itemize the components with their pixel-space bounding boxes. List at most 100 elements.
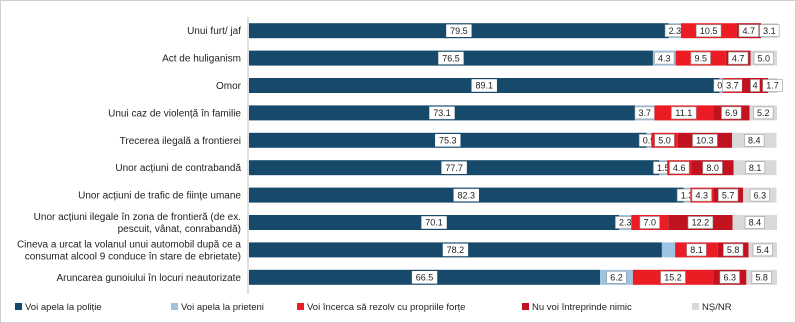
data-label: 12.2 (692, 218, 710, 228)
category-label: Unui furt/ jaf (187, 26, 241, 37)
data-label: 4.6 (673, 163, 686, 173)
legend-swatch (522, 303, 529, 310)
category-label: Omor (216, 81, 242, 92)
bar-segment (661, 242, 676, 258)
data-label-box (691, 188, 712, 202)
data-label-box (654, 134, 675, 147)
data-label: 4.3 (696, 190, 709, 200)
data-label-box (442, 243, 469, 257)
data-label: 1.3 (681, 190, 694, 200)
data-label-box (671, 106, 697, 120)
data-label-box (453, 188, 479, 202)
data-label-box (411, 270, 438, 284)
data-label-box (669, 161, 690, 174)
data-label: 11.1 (675, 108, 692, 118)
data-label: 4.7 (732, 53, 745, 63)
data-label: 0. (717, 81, 725, 91)
data-label: 7.0 (643, 218, 656, 228)
data-label-box (723, 243, 744, 257)
data-label-box (744, 216, 765, 229)
data-label: 78.2 (447, 245, 465, 255)
legend: Voi apela la poliție Voi apela la prieten… (15, 302, 732, 313)
data-label: 1.7 (766, 81, 779, 91)
data-label: 66.5 (416, 273, 434, 283)
data-label: 5.8 (755, 273, 768, 283)
category-label: Cineva a urcat la volanul unui automobil… (17, 239, 241, 250)
category-label: Trecerea ilegală a frontierei (120, 136, 241, 147)
legend-swatch (171, 303, 178, 310)
data-label: 6.3 (754, 190, 767, 200)
data-label: 8.1 (690, 245, 703, 255)
data-label-box (702, 161, 723, 174)
data-label-box (762, 79, 783, 92)
data-label-box (753, 51, 774, 65)
data-label: 2.3 (669, 26, 682, 36)
data-label: 76.5 (442, 53, 460, 63)
legend-swatch (297, 303, 304, 310)
data-label: 6.9 (725, 108, 738, 118)
data-label-box (471, 79, 497, 92)
data-label: 3.7 (638, 108, 651, 118)
data-label-box (738, 24, 759, 38)
data-label: 5.8 (727, 245, 740, 255)
data-label-box (752, 243, 773, 257)
legend-label: NȘ/NR (702, 302, 732, 313)
data-label: 73.1 (433, 108, 451, 118)
data-label-box (718, 188, 739, 202)
legend-label: Nu voi întreprinde nimic (532, 302, 632, 313)
data-label-box (759, 24, 780, 38)
legend-label: Voi încerca să rezolv cu propriile forțe (307, 302, 465, 313)
data-label: 82.3 (458, 190, 476, 200)
data-label-box (660, 270, 686, 284)
data-label: 6.2 (610, 273, 623, 283)
data-label-box (639, 216, 660, 229)
category-label: Aruncarea gunoiului în locuri neautoriza… (56, 273, 241, 284)
data-label-box (753, 106, 774, 120)
data-label-box (686, 243, 707, 257)
data-label: 8.4 (748, 136, 761, 146)
data-label-box (749, 188, 770, 202)
data-label-box (690, 51, 711, 65)
category-label: Unor acțiuni ilegale în zona de frontier… (34, 212, 241, 223)
data-label: 5.0 (658, 136, 671, 146)
category-label: Unor acțiuni de contrabandă (115, 163, 241, 174)
data-label-box (441, 161, 467, 174)
category-labels: Unui furt/ jaf Act de huliganism Omor Unui … (17, 26, 242, 284)
data-label: 8.0 (706, 163, 719, 173)
data-label: 8.1 (749, 163, 762, 173)
data-label: 2.3 (619, 218, 632, 228)
data-label-box (750, 79, 760, 92)
data-label: 5.4 (756, 245, 769, 255)
data-label-box (438, 51, 464, 65)
data-label-box (654, 51, 675, 65)
data-label: 79.5 (450, 26, 468, 36)
data-label: 5.7 (722, 190, 735, 200)
category-label: pescuit, vânat, conrabandă) (118, 224, 241, 235)
data-label-box (751, 270, 772, 284)
data-label-box (695, 24, 722, 38)
data-label-box (721, 106, 742, 120)
data-label: 3.7 (726, 81, 739, 91)
data-label-box (606, 270, 627, 284)
category-label: consumat alcool 9 conduce în stare de eb… (25, 251, 241, 262)
bars-group: 79.5 2.3 10.5 4.7 3.176.5 4.3 9.5 4.7 5.089.1 0. 3… (249, 23, 783, 285)
data-label-box (687, 216, 714, 229)
data-label: 5.2 (757, 108, 770, 118)
data-label: 8.4 (749, 218, 762, 228)
data-label-box (421, 216, 447, 229)
data-label: 10.3 (696, 136, 714, 146)
data-label-box (429, 106, 455, 120)
data-label: 9.5 (694, 53, 707, 63)
data-label-box (435, 134, 461, 147)
data-label: 6.3 (723, 273, 736, 283)
data-label-box (446, 24, 472, 38)
category-label: Act de huliganism (162, 54, 241, 65)
category-label: Unor acțiuni de trafic de ființe umane (78, 191, 241, 202)
data-label: 4.3 (658, 53, 671, 63)
category-label: Unui caz de violență în familie (108, 108, 241, 119)
data-label-box (719, 270, 740, 284)
data-label-box (744, 134, 765, 147)
data-label-box (692, 134, 718, 147)
